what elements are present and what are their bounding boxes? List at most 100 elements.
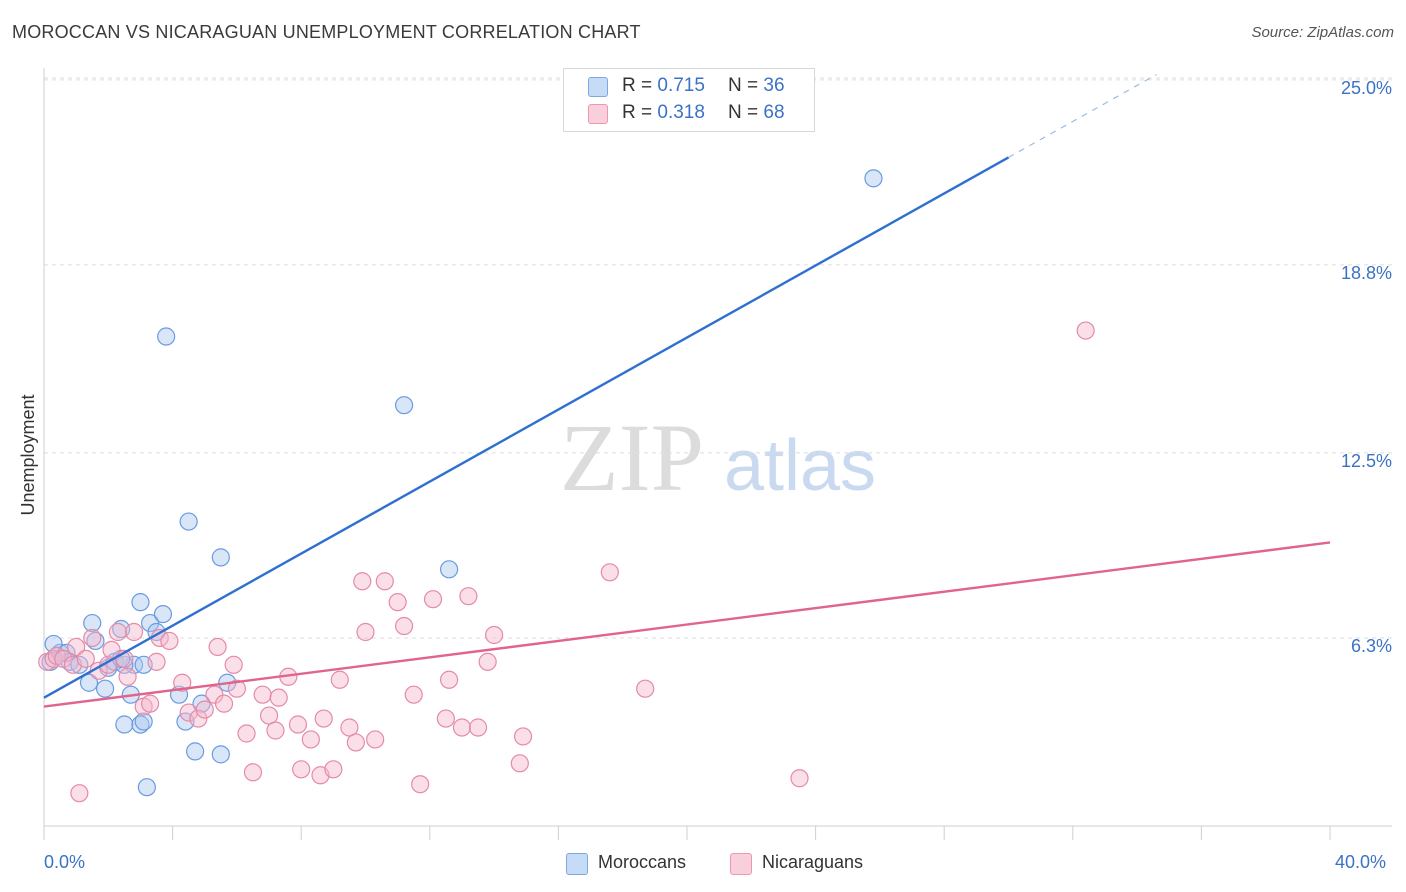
- correlation-legend: R = 0.715 N = 36 R = 0.318 N = 68: [563, 68, 815, 132]
- point-nicaraguans: [636, 679, 655, 698]
- point-nicaraguans: [485, 625, 504, 645]
- point-nicaraguans: [140, 694, 160, 713]
- point-nicaraguans: [330, 670, 349, 689]
- legend-r-moroccans: R = 0.715: [622, 75, 705, 96]
- point-nicaraguans: [510, 754, 529, 773]
- point-nicaraguans: [173, 673, 192, 692]
- point-nicaraguans: [160, 631, 179, 651]
- point-nicaraguans: [54, 649, 73, 668]
- point-moroccans: [864, 169, 883, 188]
- point-moroccans: [95, 679, 115, 698]
- watermark-zip: ZIP: [560, 404, 704, 511]
- point-nicaraguans: [124, 622, 144, 642]
- legend-swatch-nicaraguans-bottom: [730, 853, 752, 875]
- point-nicaraguans: [478, 652, 497, 671]
- legend-r-nicaraguans: R = 0.318: [622, 102, 705, 123]
- point-nicaraguans: [288, 715, 308, 734]
- y-tick-label: 18.8%: [1341, 263, 1392, 283]
- point-moroccans: [115, 715, 134, 734]
- point-nicaraguans: [67, 637, 86, 657]
- point-nicaraguans: [346, 733, 365, 752]
- point-moroccans: [394, 396, 414, 415]
- point-nicaraguans: [513, 727, 533, 746]
- point-moroccans: [153, 604, 173, 624]
- x-axis-max-label: 40.0%: [1335, 852, 1387, 872]
- point-moroccans: [134, 712, 153, 731]
- point-nicaraguans: [388, 593, 407, 612]
- point-nicaraguans: [76, 649, 95, 668]
- y-tick-label: 12.5%: [1341, 451, 1392, 471]
- point-nicaraguans: [423, 590, 443, 609]
- point-nicaraguans: [70, 784, 89, 803]
- y-tick-label: 6.3%: [1351, 636, 1392, 656]
- point-nicaraguans: [243, 763, 263, 782]
- trendline-extension-moroccans: [1008, 74, 1157, 158]
- point-nicaraguans: [269, 688, 288, 707]
- point-nicaraguans: [195, 700, 214, 719]
- point-nicaraguans: [253, 685, 272, 704]
- point-nicaraguans: [214, 694, 234, 713]
- point-nicaraguans: [459, 587, 478, 606]
- point-nicaraguans: [790, 769, 809, 788]
- point-nicaraguans: [436, 709, 455, 728]
- point-nicaraguans: [375, 572, 394, 591]
- point-nicaraguans: [292, 760, 311, 779]
- point-moroccans: [131, 715, 150, 734]
- point-nicaraguans: [224, 655, 243, 674]
- y-tick-label: 25.0%: [1341, 78, 1392, 98]
- point-moroccans: [179, 512, 198, 531]
- point-moroccans: [131, 593, 150, 612]
- legend-n-nicaraguans: N = 68: [728, 102, 785, 123]
- point-nicaraguans: [411, 775, 430, 794]
- point-nicaraguans: [147, 652, 166, 671]
- x-axis-min-label: 0.0%: [44, 852, 86, 872]
- point-moroccans: [44, 634, 63, 654]
- point-nicaraguans: [44, 649, 63, 668]
- point-nicaraguans: [439, 670, 459, 689]
- point-nicaraguans: [394, 616, 414, 636]
- point-moroccans: [79, 673, 99, 692]
- point-nicaraguans: [227, 679, 246, 698]
- point-nicaraguans: [1076, 321, 1095, 340]
- point-nicaraguans: [208, 637, 227, 657]
- trendline-nicaraguans: [43, 541, 1331, 708]
- point-nicaraguans: [108, 622, 128, 642]
- legend-label-nicaraguans: Nicaraguans: [762, 852, 864, 872]
- legend-n-moroccans: N = 36: [728, 75, 785, 96]
- watermark-atlas: atlas: [724, 426, 876, 506]
- point-nicaraguans: [266, 721, 285, 740]
- point-nicaraguans: [600, 563, 619, 582]
- point-nicaraguans: [102, 640, 121, 660]
- point-nicaraguans: [237, 724, 256, 743]
- point-moroccans: [86, 631, 105, 651]
- point-moroccans: [140, 613, 160, 633]
- point-moroccans: [83, 613, 102, 633]
- point-moroccans: [137, 778, 156, 797]
- source-label: Source: ZipAtlas.com: [1251, 24, 1394, 41]
- chart-title: MOROCCAN VS NICARAGUAN UNEMPLOYMENT CORR…: [12, 22, 641, 42]
- legend-swatch-nicaraguans: [588, 104, 608, 124]
- point-nicaraguans: [324, 760, 343, 779]
- point-nicaraguans: [118, 667, 137, 686]
- point-nicaraguans: [404, 685, 423, 704]
- y-axis-title: Unemployment: [18, 394, 38, 515]
- point-moroccans: [186, 742, 205, 761]
- series-legend: Moroccans Nicaraguans: [0, 850, 1406, 880]
- point-nicaraguans: [356, 622, 375, 642]
- point-nicaraguans: [468, 718, 488, 737]
- point-moroccans: [157, 327, 176, 346]
- point-nicaraguans: [353, 572, 372, 591]
- point-nicaraguans: [452, 718, 472, 737]
- point-nicaraguans: [189, 709, 208, 728]
- point-moroccans: [211, 548, 230, 567]
- point-nicaraguans: [83, 628, 102, 648]
- point-moroccans: [211, 745, 230, 764]
- point-nicaraguans: [314, 709, 333, 728]
- point-moroccans: [439, 560, 459, 579]
- trendline-moroccans: [43, 156, 1010, 699]
- legend-label-moroccans: Moroccans: [598, 852, 687, 872]
- point-nicaraguans: [366, 730, 385, 749]
- legend-swatch-moroccans: [588, 77, 608, 97]
- legend-swatch-moroccans-bottom: [566, 853, 588, 875]
